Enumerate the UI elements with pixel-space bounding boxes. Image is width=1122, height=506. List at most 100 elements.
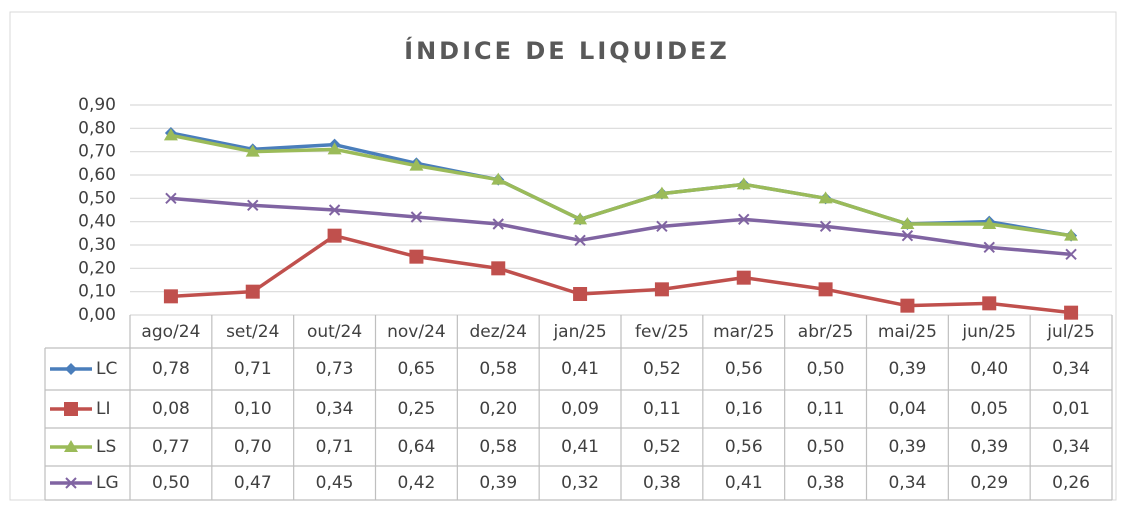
marker [328,204,341,216]
table-cell: 0,34 [1052,359,1090,379]
x-tick-label: dez/24 [469,322,527,342]
marker [900,298,915,313]
x-tick-label: abr/25 [798,322,854,342]
table-cell: 0,01 [1052,399,1090,419]
x-tick-label: fev/25 [635,322,689,342]
marker [245,284,260,299]
marker [1064,305,1079,320]
table-cell: 0,40 [970,359,1008,379]
table-cell: 0,65 [397,359,435,379]
table-cell: 0,78 [152,359,190,379]
table-cell: 0,70 [234,437,272,457]
x-tick-label: nov/24 [387,322,446,342]
table-cell: 0,09 [561,399,599,419]
table-cell: 0,58 [479,359,517,379]
table-cell: 0,29 [970,473,1008,493]
marker [163,128,178,141]
x-tick-label: out/24 [307,322,362,342]
marker [65,477,77,489]
table-cell: 0,41 [725,473,763,493]
table-cell: 0,50 [807,359,845,379]
series-line [170,133,1072,238]
marker [327,142,342,155]
marker [819,220,832,233]
table-cell: 0,34 [888,473,926,493]
marker [738,213,750,226]
table-cell: 0,05 [970,399,1008,419]
table-cell: 0,77 [152,437,190,457]
marker [409,158,424,171]
y-tick-label: 0,50 [78,188,116,208]
table-cell: 0,71 [316,437,354,457]
table-cell: 0,04 [888,399,926,419]
table-cell: 0,25 [397,399,435,419]
table-cell: 0,41 [561,437,599,457]
marker [982,296,997,311]
marker [656,220,668,233]
table-cell: 0,41 [561,359,599,379]
table-cell: 0,47 [234,473,272,493]
marker [736,177,751,190]
marker [491,261,506,276]
y-tick-label: 0,90 [78,95,116,115]
marker [410,211,423,223]
table-cell: 0,73 [316,359,354,379]
table-cell: 0,45 [316,473,354,493]
table-cell: 0,08 [152,399,190,419]
marker [491,172,506,185]
series-line [170,233,1072,315]
table-cell: 0,56 [725,437,763,457]
table-cell: 0,34 [316,399,354,419]
table-cell: 0,52 [643,359,681,379]
marker [982,217,997,229]
table-cell: 0,42 [397,473,435,493]
marker [574,234,586,247]
x-tick-label: jul/25 [1046,322,1095,342]
table-cell: 0,71 [234,359,272,379]
y-tick-label: 0,60 [78,165,116,185]
marker [654,186,669,199]
y-tick-label: 0,80 [78,118,116,138]
marker [1065,248,1077,261]
marker [245,144,260,157]
table-cell: 0,20 [479,399,517,419]
table-cell: 0,58 [479,437,517,457]
table-cell: 0,11 [807,399,845,419]
marker [327,228,342,243]
chart-border [9,11,1117,501]
table-cell: 0,26 [1052,473,1090,493]
table-cell: 0,52 [643,437,681,457]
marker [901,229,914,242]
table-cell: 0,50 [807,437,845,457]
table-cell: 0,39 [479,473,517,493]
marker [247,199,259,212]
marker [1064,228,1079,241]
marker [818,191,833,204]
legend-label: LG [96,473,119,493]
x-tick-label: jan/25 [552,322,606,342]
table-cell: 0,56 [725,359,763,379]
marker [654,282,669,297]
x-tick-label: set/24 [226,322,279,342]
legend-label: LC [96,359,117,379]
marker [64,440,78,452]
marker [64,402,78,416]
y-tick-label: 0,10 [78,282,116,302]
y-tick-label: 0,40 [78,212,116,232]
y-tick-label: 0,30 [78,235,116,255]
table-cell: 0,10 [234,399,272,419]
x-tick-label: mar/25 [713,322,774,342]
marker [736,270,751,285]
series-line [170,196,1072,257]
marker [165,192,177,205]
marker [983,241,995,254]
legend-label: LI [96,399,111,419]
x-tick-label: mai/25 [878,322,937,342]
table-cell: 0,39 [970,437,1008,457]
table-cell: 0,32 [561,473,599,493]
marker [573,287,588,301]
marker [900,217,915,229]
table-cell: 0,11 [643,399,681,419]
marker [65,363,77,375]
